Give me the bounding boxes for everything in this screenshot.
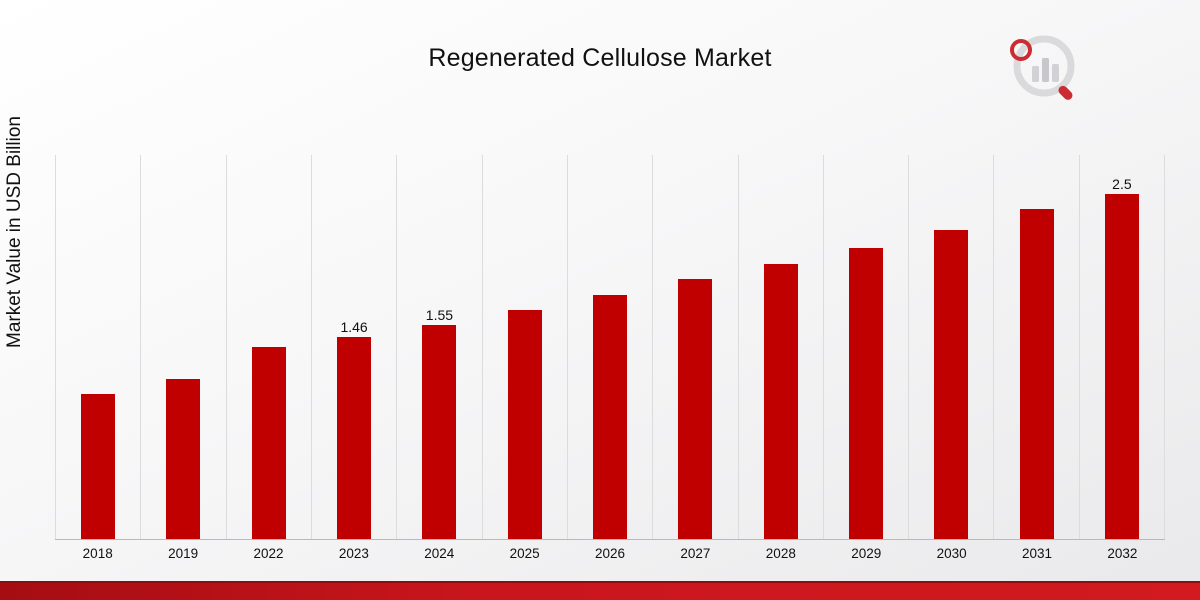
plot-column-2029 [822,155,908,539]
plot-column-2031 [993,155,1078,539]
plot-area: 1.46 1.55 2.5 [55,155,1166,540]
brand-logo [1010,35,1075,100]
plot-column-2030 [908,155,993,539]
x-tick-2019: 2019 [168,546,199,561]
x-tick-2018: 2018 [82,546,113,561]
x-tick-2022: 2022 [253,546,284,561]
logo-bar-3 [1052,64,1059,82]
plot-column-2026 [566,155,652,539]
x-tick-2025: 2025 [509,546,540,561]
chart-bar-2029 [848,247,883,539]
logo-bar-2 [1042,58,1049,82]
chart-bar-2025 [507,309,542,539]
plot-column-2024: 1.55 [396,155,481,539]
x-tick-2029: 2029 [851,546,882,561]
chart-bar-2030 [934,229,969,539]
bar-value-label-2024: 1.55 [425,306,454,323]
x-tick-2028: 2028 [765,546,796,561]
plot-column-2023: 1.46 [310,155,396,539]
x-tick-2024: 2024 [424,546,455,561]
logo-bar-1 [1032,66,1039,82]
chart-bar-2026 [593,294,628,539]
x-tick-2027: 2027 [680,546,711,561]
x-tick-2031: 2031 [1021,546,1053,561]
x-tick-2032: 2032 [1107,546,1138,561]
plot-column-2028 [737,155,823,539]
chart-bar-2032 [1104,193,1139,539]
plot-column-2019 [140,155,225,539]
chart-bar-2027 [678,279,713,539]
bar-value-label-2032: 2.5 [1112,175,1132,192]
x-tick-2023: 2023 [338,546,369,561]
plot-column-2022 [225,155,311,539]
logo-magnifier-circle [1013,35,1075,97]
bar-value-label-2023: 1.46 [340,319,368,336]
chart-bar-2023 [337,337,372,539]
plot-column-2027 [652,155,737,539]
plot-column-2018 [55,155,140,539]
chart-bar-2024 [422,324,457,539]
x-axis-labels: 2018 2019 2022 2023 2024 2025 2026 2027 2028 2029… [55,546,1165,561]
y-axis-title: Market Value in USD Billion [4,116,25,348]
plot-column-2025 [481,155,567,539]
chart-bar-2022 [251,347,286,539]
chart-bar-2031 [1019,208,1054,539]
x-tick-2026: 2026 [595,546,626,561]
footer-accent-band [0,581,1200,600]
chart-bar-2028 [763,264,798,539]
x-tick-2030: 2030 [936,546,967,561]
chart-bar-2019 [166,378,201,539]
chart-title: Regenerated Cellulose Market [428,44,772,72]
logo-magnifier-handle [1058,85,1073,100]
plot-column-2032: 2.5 [1078,155,1166,539]
logo-red-ring [1010,39,1032,61]
chart-bar-2018 [81,393,116,539]
